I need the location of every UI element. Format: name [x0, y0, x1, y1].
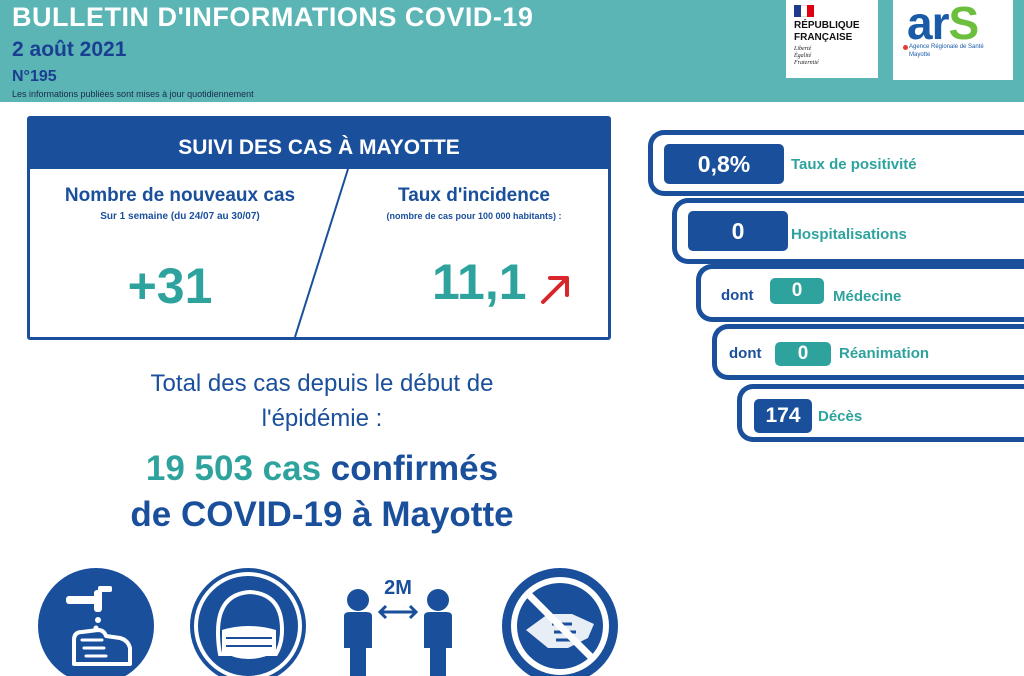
ars-logo: arS Agence Régionale de Santé Mayotte [893, 0, 1013, 80]
trend-up-arrow-icon [541, 276, 569, 304]
french-flag-icon [794, 5, 815, 17]
new-cases-value: +31 [127, 258, 213, 314]
total-intro-line1: Total des cas depuis le début de [150, 370, 494, 397]
total-cases-count: 19 503 cas [145, 449, 322, 488]
ars-flag-dot-icon [903, 45, 908, 50]
medecine-card: dont 0 Médecine [696, 264, 1024, 322]
reanimation-card: dont 0 Réanimation [712, 324, 1024, 380]
hospitalisations-value: 0 [688, 211, 788, 251]
ars-wordmark: arS [907, 0, 979, 49]
medecine-label: Médecine [833, 288, 902, 305]
medecine-prefix: dont [721, 287, 754, 304]
deces-value: 174 [754, 399, 812, 433]
deces-card: 174 Décès [737, 384, 1024, 442]
svg-text:2M: 2M [384, 577, 412, 599]
suivi-cas-panel: SUIVI DES CAS À MAYOTTE Nombre de nouvea… [27, 116, 611, 340]
bulletin-title: BULLETIN D'INFORMATIONS COVID-19 [12, 2, 534, 32]
hospitalisations-label: Hospitalisations [791, 226, 907, 243]
new-cases-label: Nombre de nouveaux cas [64, 185, 296, 206]
total-cases-suffix: confirmés [321, 449, 499, 488]
positivity-card: 0,8% Taux de positivité [648, 130, 1024, 196]
reanimation-value: 0 [775, 342, 831, 366]
ars-line1: Agence Régionale de Santé [909, 44, 984, 50]
panel-divider [294, 168, 349, 337]
bulletin-number: N°195 [12, 68, 57, 85]
total-cases: 19 503 cas confirmés [20, 449, 624, 489]
medecine-value: 0 [770, 278, 824, 304]
no-handshake-icon [502, 568, 618, 676]
incidence-unit: (nombre de cas pour 100 000 habitants) : [386, 211, 562, 221]
suivi-heading: SUIVI DES CAS À MAYOTTE [30, 119, 608, 169]
deces-label: Décès [818, 408, 863, 425]
rf-line2: FRANÇAISE [794, 32, 853, 43]
total-cases-line2: de COVID-19 à Mayotte [130, 495, 514, 534]
republique-francaise-logo: RÉPUBLIQUE FRANÇAISE Liberté Égalité Fra… [786, 0, 878, 78]
rf-line1: RÉPUBLIQUE [794, 20, 860, 31]
reanimation-label: Réanimation [839, 345, 930, 362]
new-cases-period: Sur 1 semaine (du 24/07 au 30/07) [100, 211, 260, 222]
positivity-value: 0,8% [664, 144, 784, 184]
bulletin-date: 2 août 2021 [12, 38, 127, 61]
social-distance-2m-icon: 2M [344, 577, 452, 676]
header-banner: BULLETIN D'INFORMATIONS COVID-19 2 août … [0, 0, 1024, 102]
hand-washing-icon [38, 568, 154, 676]
ars-line2: Mayotte [909, 52, 931, 58]
rf-motto: Liberté Égalité Fraternité [794, 46, 819, 66]
face-mask-icon [190, 568, 306, 676]
update-note: Les informations publiées sont mises à j… [12, 89, 254, 99]
incidence-label: Taux d'incidence [398, 185, 550, 206]
positivity-label: Taux de positivité [791, 156, 917, 173]
hospitalisations-card: 0 Hospitalisations [672, 198, 1024, 264]
incidence-value: 11,1 [432, 254, 527, 310]
total-intro-line2: l'épidémie : [261, 405, 383, 432]
reanimation-prefix: dont [729, 345, 762, 362]
